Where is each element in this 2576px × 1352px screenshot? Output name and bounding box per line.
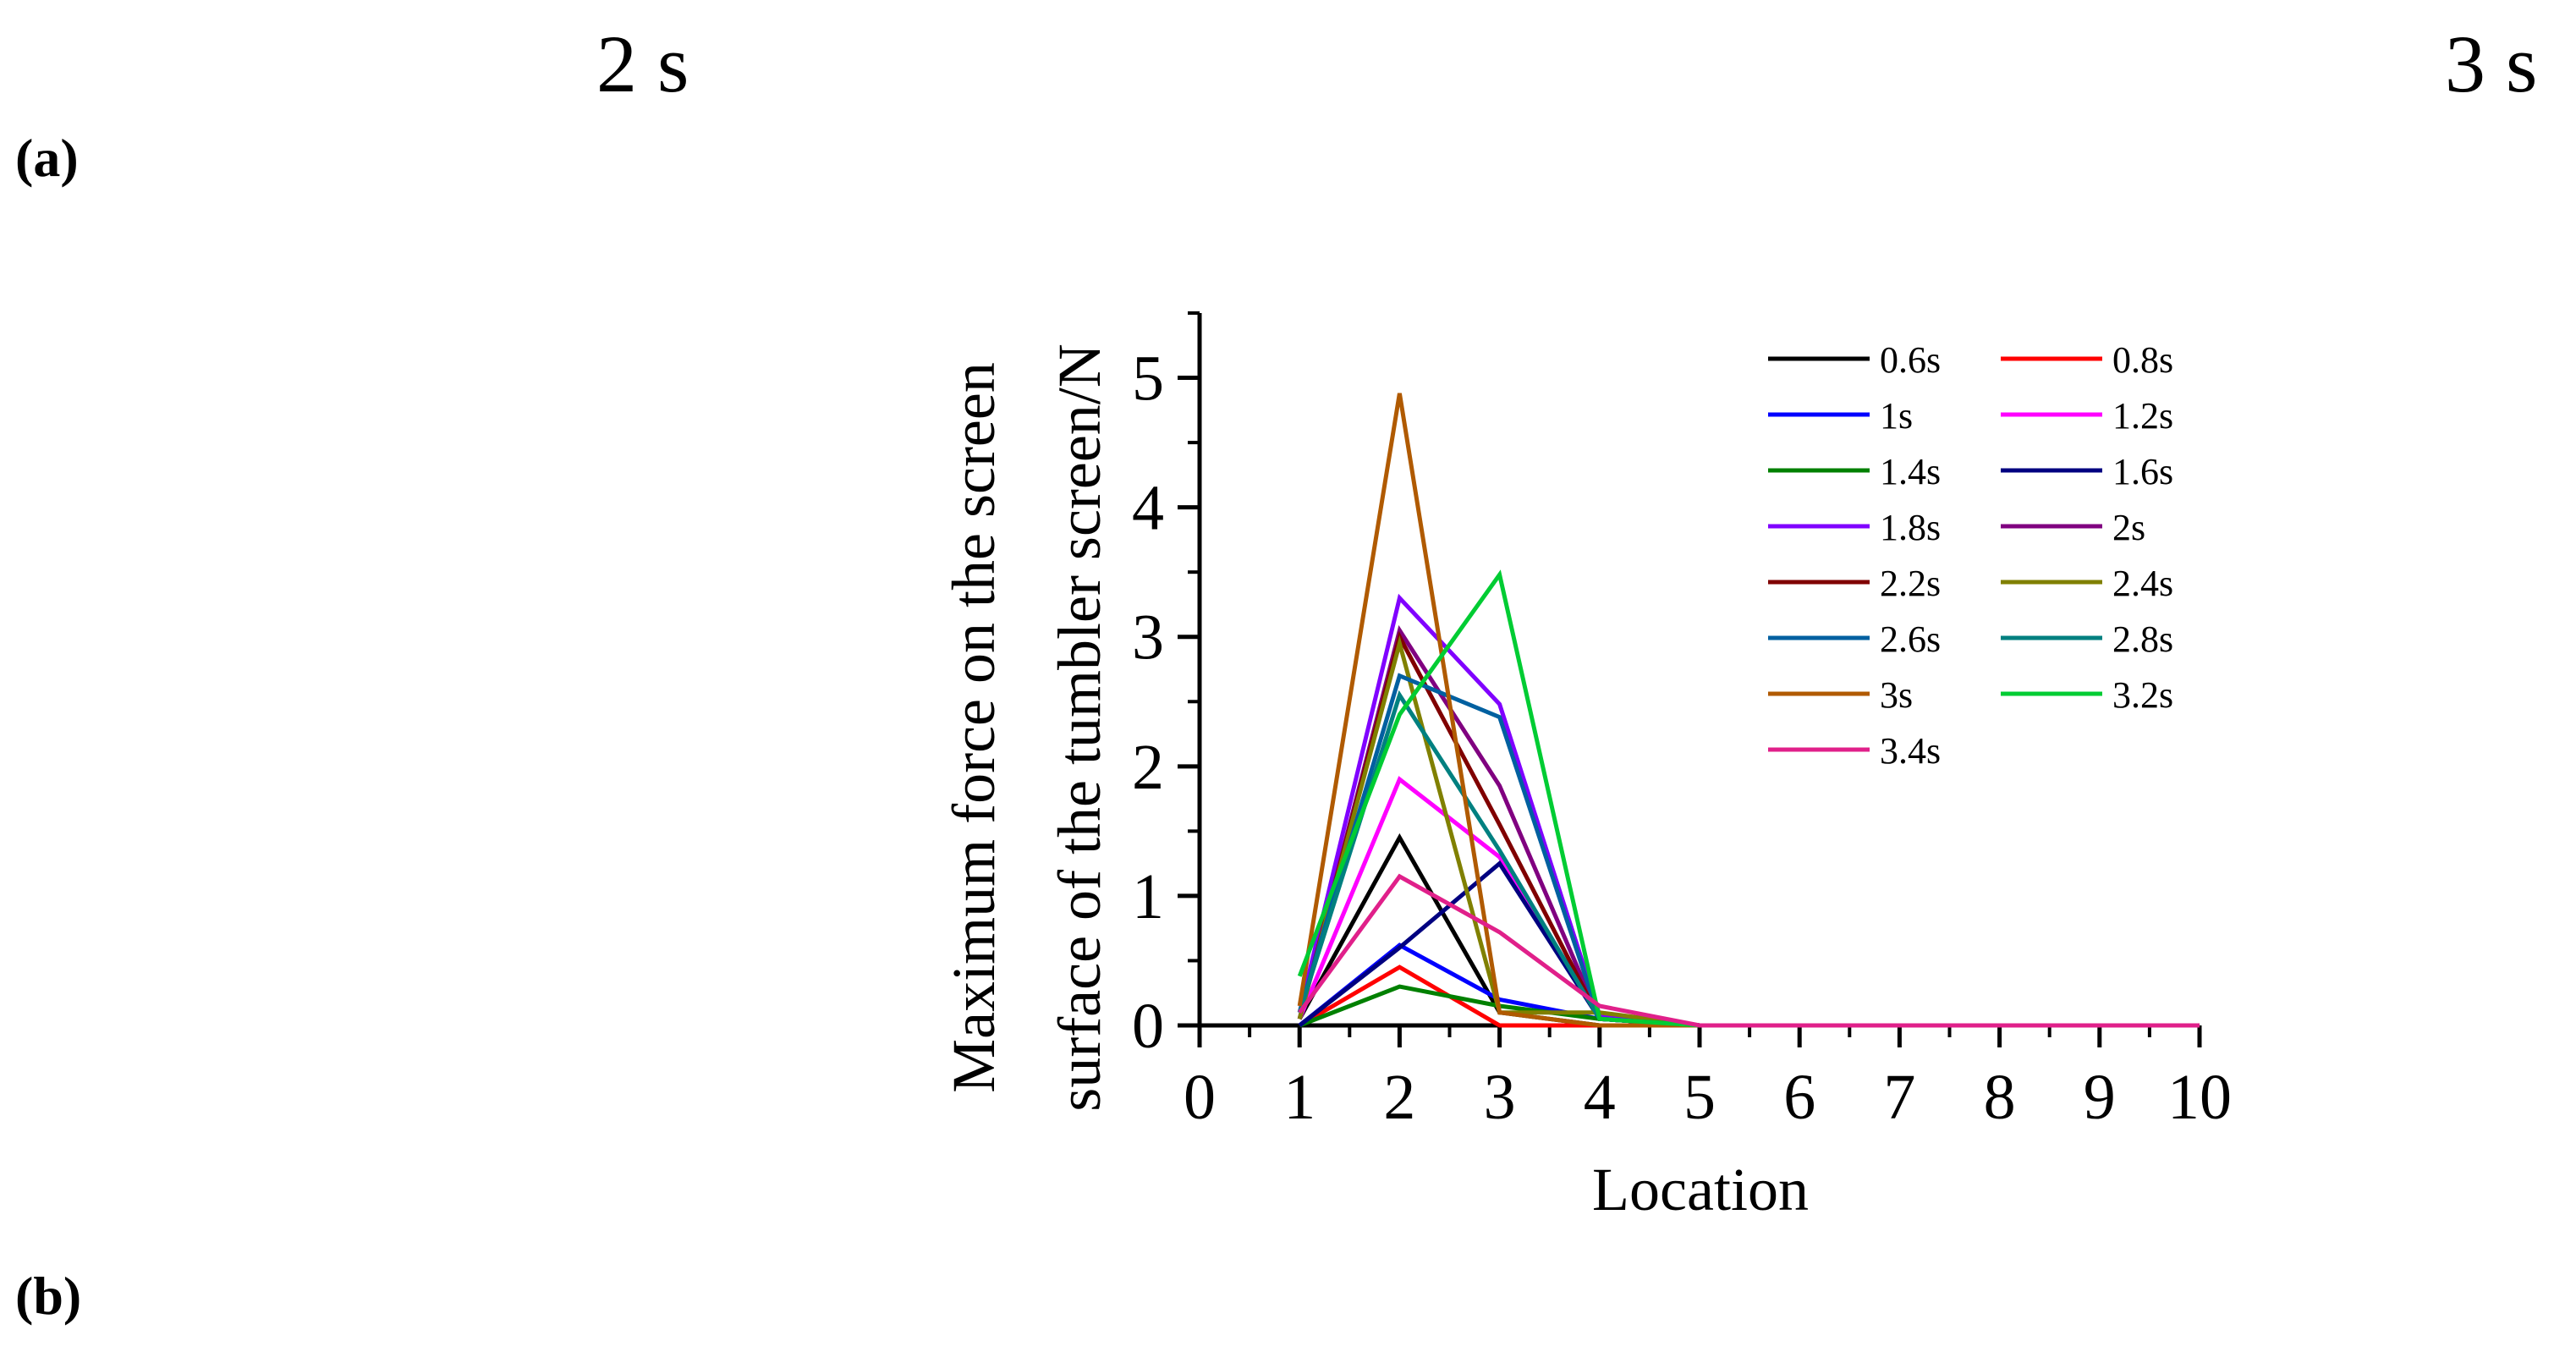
series-line-1-4s xyxy=(1299,984,2200,1028)
legend-label: 1.6s xyxy=(2112,451,2173,492)
legend-label: 1s xyxy=(1880,395,1913,437)
legend-label: 2.4s xyxy=(2112,563,2173,604)
series-line-0-6s xyxy=(1298,833,2200,1028)
x-tick-label: 8 xyxy=(1984,1062,2016,1133)
series-line-2-6s xyxy=(1297,673,2200,1028)
panel-a-label: (a) xyxy=(15,128,79,188)
x-axis-label: Location xyxy=(1592,1156,1809,1223)
x-tick-label: 5 xyxy=(1683,1062,1716,1133)
x-tick-label: 9 xyxy=(2084,1062,2116,1133)
x-tick-label: 3 xyxy=(1484,1062,1516,1133)
x-tick-label: 2 xyxy=(1383,1062,1415,1133)
legend-label: 2.2s xyxy=(1880,563,1941,604)
legend-label: 0.6s xyxy=(1880,339,1941,381)
x-tick-label: 7 xyxy=(1883,1062,1915,1133)
top-left-label: 2 s xyxy=(596,19,689,109)
series-line-2-8s xyxy=(1297,690,2200,1028)
x-tick-label: 0 xyxy=(1184,1062,1216,1133)
y-tick-label: 0 xyxy=(1132,991,1164,1062)
panel-b-label: (b) xyxy=(15,1266,82,1326)
x-tick-label: 6 xyxy=(1783,1062,1815,1133)
series-line-0-8s xyxy=(1298,965,2200,1028)
legend-label: 3.2s xyxy=(2112,674,2173,716)
series-line-3-4s xyxy=(1298,873,2200,1028)
legend-label: 2s xyxy=(2112,507,2145,548)
legend-label: 1.2s xyxy=(2112,395,2173,437)
x-tick-label: 10 xyxy=(2167,1062,2232,1133)
legend-label: 1.4s xyxy=(1880,451,1941,492)
legend-label: 3.4s xyxy=(1880,730,1941,772)
y-axis-label-line2: surface of the tumbler screen/N xyxy=(1046,343,1113,1112)
y-tick-label: 2 xyxy=(1132,732,1164,803)
legend-label: 2.8s xyxy=(2112,618,2173,660)
series-lines xyxy=(1297,393,2200,1028)
y-tick-label: 3 xyxy=(1132,602,1164,673)
x-tick-label: 4 xyxy=(1584,1062,1616,1133)
y-tick-label: 1 xyxy=(1132,861,1164,932)
top-right-label: 3 s xyxy=(2445,19,2538,109)
series-line-1-6s xyxy=(1298,860,2200,1028)
legend: 0.6s 0.8s 1s 1.2s 1.4s 1.6s 1.8s 2s 2.2s 2.4s 2.6s… xyxy=(1768,339,2173,772)
legend-label: 1.8s xyxy=(1880,507,1941,548)
legend-label: 0.8s xyxy=(2112,339,2173,381)
series-line-3s xyxy=(1297,393,2200,1028)
y-tick-label: 5 xyxy=(1132,343,1164,415)
legend-label: 2.6s xyxy=(1880,618,1941,660)
y-axis-label-line1: Maximum force on the screen xyxy=(940,362,1008,1093)
series-line-3-2s xyxy=(1297,569,2200,1028)
y-tick-label: 4 xyxy=(1132,473,1164,544)
x-tick-label: 1 xyxy=(1283,1062,1315,1133)
legend-label: 3s xyxy=(1880,674,1913,716)
